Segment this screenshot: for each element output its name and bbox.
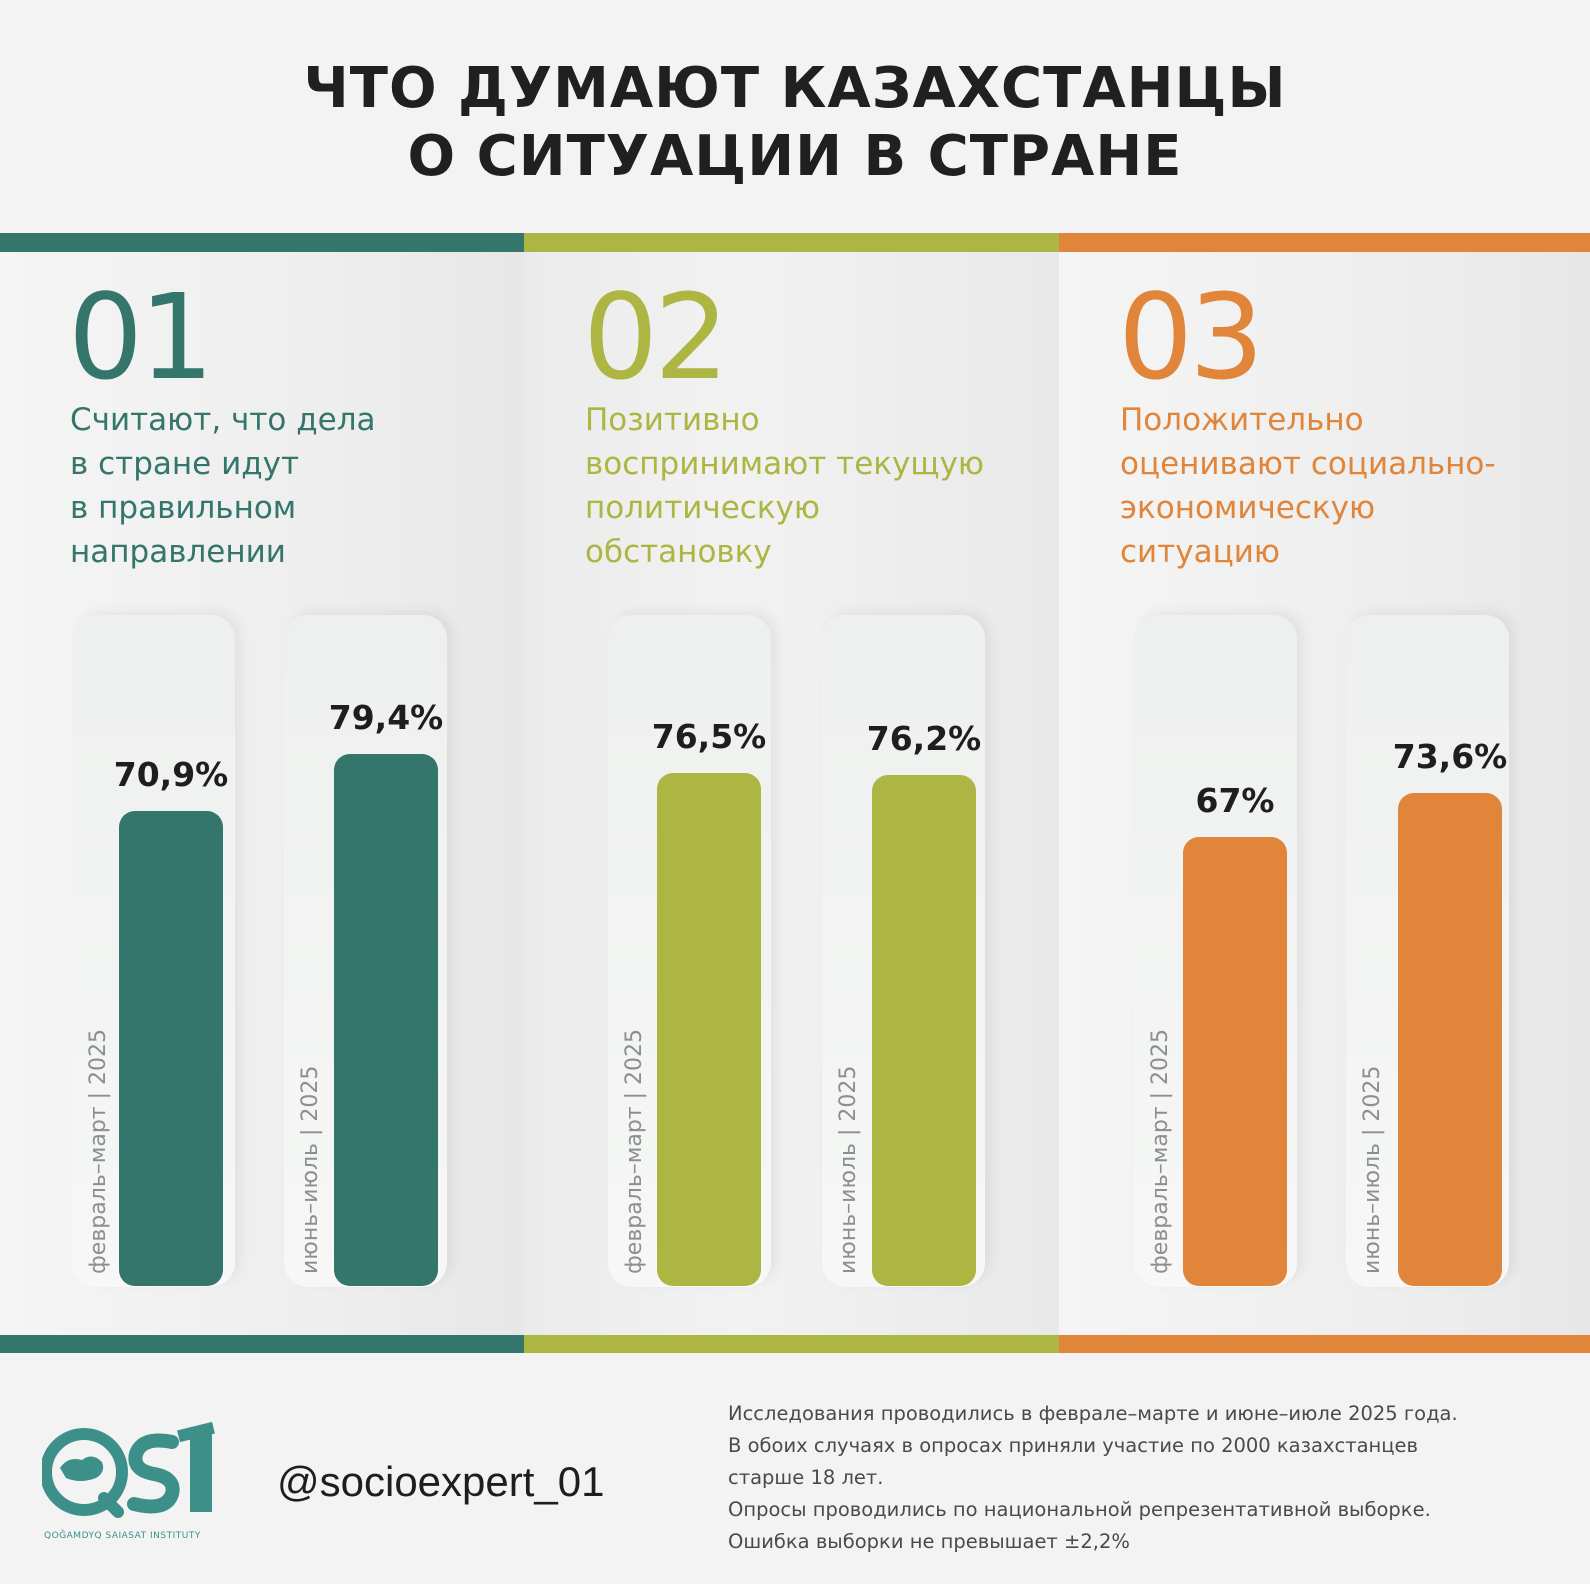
panel-1-bottom-stripe <box>0 1334 524 1353</box>
panel-number: 03 <box>1118 268 1264 406</box>
bar-value-label: 76,5% <box>651 717 767 756</box>
panel-label: Позитивно воспринимают текущую политическу… <box>585 398 1055 574</box>
bar-2-2 <box>872 775 976 1286</box>
bar-value-label: 73,6% <box>1392 737 1508 776</box>
title-line-1: ЧТО ДУМАЮТ КАЗАХСТАНЦЫ <box>303 56 1287 121</box>
note-line: Ошибка выборки не превышает ±2,2% <box>728 1530 1130 1553</box>
panel-number: 02 <box>583 268 729 406</box>
title-line-2: О СИТУАЦИИ В СТРАНЕ <box>407 124 1183 189</box>
methodology-note: Исследования проводились в феврале–марте… <box>728 1398 1578 1558</box>
panel-number: 01 <box>68 268 214 406</box>
social-handle: @socioexpert_01 <box>277 1458 605 1505</box>
period-label: июнь–июль | 2025 <box>836 1065 861 1274</box>
panel-3-top-stripe <box>1059 233 1590 252</box>
bar-3-1 <box>1183 837 1287 1286</box>
panel-1-top-stripe <box>0 233 524 252</box>
bar-value-label: 70,9% <box>113 755 229 794</box>
logo-subtitle: QOĞAMDYQ SAIASAT INSTITUTY <box>44 1531 201 1541</box>
qsi-logo <box>40 1420 222 1530</box>
period-label: февраль–март | 2025 <box>86 1028 111 1274</box>
panel-label-line: Считают, что дела <box>70 402 376 438</box>
panel-label-line: ситуацию <box>1120 534 1280 570</box>
bar-value-label: 79,4% <box>328 698 444 737</box>
panel-2-bottom-stripe <box>524 1334 1059 1353</box>
panel-label-line: в правильном <box>70 490 297 526</box>
note-line: Исследования проводились в феврале–марте… <box>728 1402 1458 1425</box>
panel-label-line: обстановку <box>585 534 772 570</box>
bar-1-2 <box>334 754 438 1286</box>
period-label: февраль–март | 2025 <box>1148 1028 1173 1274</box>
bar-value-label: 76,2% <box>866 719 982 758</box>
panel-label-line: воспринимают текущую <box>585 446 985 482</box>
panel-label-line: Позитивно <box>585 402 760 438</box>
bar-3-2 <box>1398 793 1502 1286</box>
bar-value-label: 67% <box>1195 781 1275 820</box>
panel-label-line: в стране идут <box>70 446 300 482</box>
panel-label-line: Положительно <box>1120 402 1364 438</box>
period-label: февраль–март | 2025 <box>622 1028 647 1274</box>
panel-label: Считают, что дела в стране идут в правильн… <box>70 398 540 574</box>
panel-3-bottom-stripe <box>1059 1334 1590 1353</box>
panel-label-line: оценивают социально- <box>1120 446 1496 482</box>
panel-label-line: направлении <box>70 534 286 570</box>
note-line: старше 18 лет. <box>728 1466 884 1489</box>
period-label: июнь–июль | 2025 <box>298 1065 323 1274</box>
panel-label: Положительно оценивают социально-экономич… <box>1120 398 1590 574</box>
page-title: ЧТО ДУМАЮТ КАЗАХСТАНЦЫ О СИТУАЦИИ В СТРА… <box>0 55 1590 191</box>
panel-2-top-stripe <box>524 233 1059 252</box>
note-line: Опросы проводились по национальной репре… <box>728 1498 1431 1521</box>
bar-1-1 <box>119 811 223 1286</box>
bar-2-1 <box>657 773 761 1286</box>
panel-label-line: политическую <box>585 490 820 526</box>
note-line: В обоих случаях в опросах приняли участи… <box>728 1434 1419 1457</box>
panel-label-line: экономическую <box>1120 490 1376 526</box>
period-label: июнь–июль | 2025 <box>1360 1065 1385 1274</box>
